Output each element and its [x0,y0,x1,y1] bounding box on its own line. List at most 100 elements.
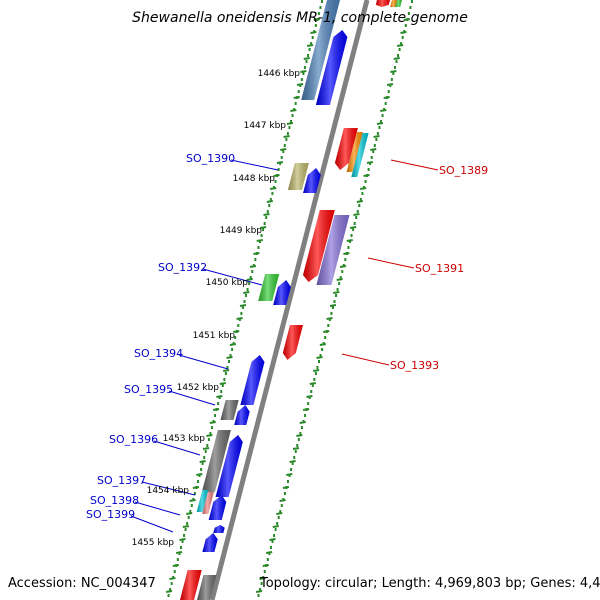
reverse-leader-line [390,159,439,171]
gene-label-so-1396[interactable]: SO_1396 [109,433,158,446]
track-dot [167,594,170,597]
track-dot [296,444,299,447]
track-dot [307,402,310,405]
track-dot [197,480,199,483]
scale-tick [336,278,343,281]
gene-so-1395-box-shade [220,400,239,420]
tick-label-1447: 1447 kbp [244,121,287,131]
track-dot [299,432,302,435]
track-dot [190,504,193,507]
track-dot [273,534,276,537]
track-dot [328,318,331,321]
track-dot [341,270,344,273]
scale-tick [206,434,213,437]
track-dot [361,192,364,195]
scale-tick [299,421,306,424]
track-dot [228,360,230,363]
scale-tick [346,239,353,242]
scale-tick [259,226,267,229]
track-dot [372,150,375,153]
scale-tick [273,174,280,177]
scale-tick [376,122,384,125]
track-dot [356,210,359,213]
scale-tick [192,486,200,489]
track-dot [376,132,379,135]
gene-so-1392-arrow-shade [273,280,291,305]
track-dot [217,402,220,405]
track-dot [246,288,249,291]
track-dot [321,348,324,351]
track-dot [209,432,212,435]
reverse-leader-line [341,353,390,366]
track-dot [282,150,285,153]
track-dot [392,72,395,75]
gene-label-so-1398[interactable]: SO_1398 [90,494,139,507]
gene-label-so-1399[interactable]: SO_1399 [86,508,135,521]
scale-tick [403,18,410,21]
tick-label-1453: 1453 kbp [163,434,206,444]
gene-label-so-1397[interactable]: SO_1397 [97,474,146,487]
scale-tick [265,551,273,554]
scale-tick [339,265,347,268]
track-dot [349,240,351,243]
scale-tick [259,577,266,580]
forward-leader-line [141,481,196,496]
scale-tick [263,213,270,216]
scale-tick [310,31,317,34]
track-dot [355,216,358,219]
track-dot [291,462,294,465]
track-dot [318,360,320,363]
tick-label-1455: 1455 kbp [132,538,175,548]
track-dot [274,180,277,183]
track-dot [313,378,316,381]
gene-top-red-shade [375,0,390,7]
track-dot [260,582,263,585]
gene-label-so-1391[interactable]: SO_1391 [415,262,464,275]
scale-tick [199,460,206,463]
track-dot [201,462,204,465]
gene-label-so-1390[interactable]: SO_1390 [186,152,235,165]
track-dot [178,552,181,555]
gene-label-so-1393[interactable]: SO_1393 [390,359,439,372]
track-dot [170,582,173,585]
label-leader-lines [130,159,439,533]
track-dot [169,588,172,591]
track-dot [300,78,303,81]
gene-label-so-1394[interactable]: SO_1394 [134,347,183,360]
track-dot [367,168,370,171]
scale-tick [300,70,307,73]
track-dot [370,156,373,159]
tick-label-1446: 1446 kbp [258,69,301,79]
track-dot [308,396,311,399]
forward-leader-line [134,501,181,516]
scale-tick [306,395,313,398]
scale-tick [276,161,284,164]
track-dot [411,0,413,3]
scale-tick [179,538,186,541]
tick-label-1452: 1452 kbp [177,383,220,393]
scale-tick [249,265,257,268]
scale-tick [243,291,250,294]
gene-label-so-1395[interactable]: SO_1395 [124,383,173,396]
track-dot [327,324,330,327]
gene-label-so-1392[interactable]: SO_1392 [158,261,207,274]
track-dot [393,66,396,69]
track-dot [287,480,289,483]
scale-tick [255,590,263,593]
track-dot [218,396,221,399]
track-dot [285,138,288,141]
track-dot [262,228,265,231]
track-dot [305,60,308,63]
scale-tick [290,109,297,112]
scale-tick [239,304,247,307]
scale-tick [289,460,296,463]
scale-tick [172,564,179,567]
scale-tick [280,148,287,151]
gene-label-so-1389[interactable]: SO_1389 [439,164,488,177]
track-dot [221,384,224,387]
gene-so-1391-box-shade [303,210,335,282]
scale-tick [253,252,260,255]
scale-tick [353,213,360,216]
track-dot [397,54,400,57]
